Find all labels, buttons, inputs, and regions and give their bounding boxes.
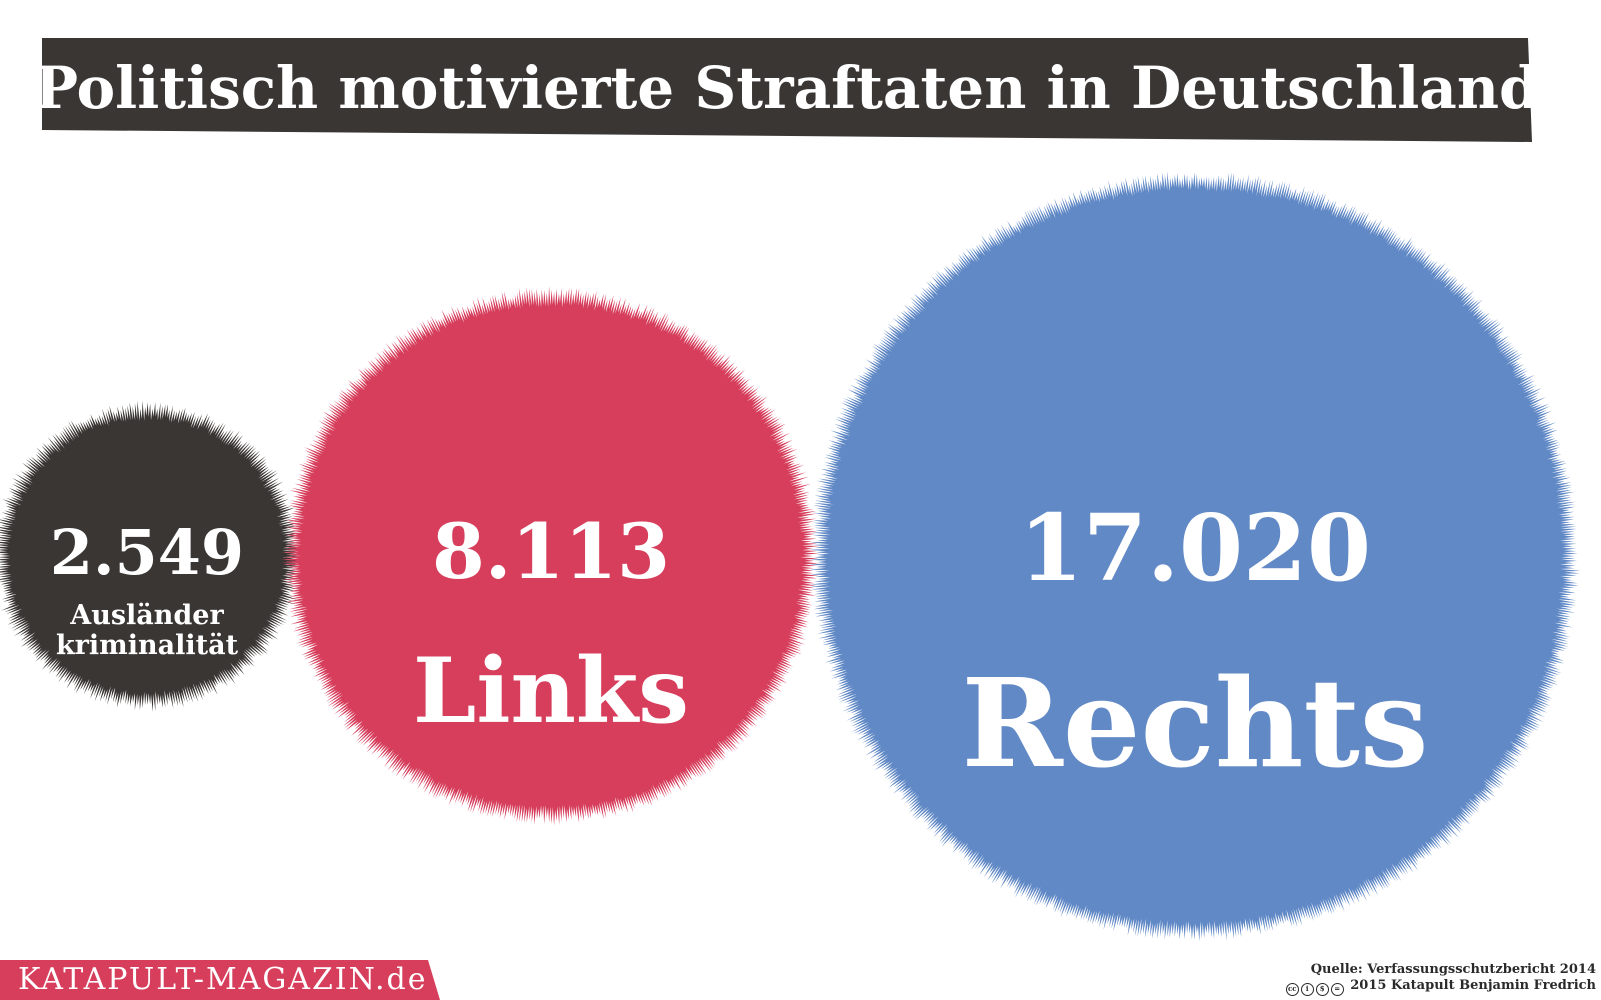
title-banner <box>42 38 1532 142</box>
bubble-value-label: 17.020 <box>1019 494 1371 602</box>
nd-icon: = <box>1330 983 1344 996</box>
brand-tab-shape <box>0 960 440 1000</box>
bubble-category-label: Links <box>413 638 689 744</box>
cc-icon: cc <box>1285 983 1299 996</box>
bubble-2 <box>281 286 820 826</box>
bubble-value-label: 8.113 <box>432 507 670 596</box>
bubble-category-label: Ausländer <box>69 600 224 631</box>
bubble-category-label: Rechts <box>961 651 1428 795</box>
bubble-value-label: 2.549 <box>50 516 244 589</box>
brand-tab <box>0 960 440 1000</box>
source-text: Quelle: Verfassungsschutzbericht 2014 <box>1310 962 1596 977</box>
source-block: Quelle: Verfassungsschutzbericht 2014 cc… <box>1285 962 1596 996</box>
bubble-1 <box>0 400 303 712</box>
chart-title: Politisch motivierte Straftaten in Deuts… <box>34 54 1540 122</box>
bubble-3 <box>809 171 1581 942</box>
bubble-category-label: kriminalität <box>56 630 239 661</box>
by-icon: i <box>1300 983 1314 996</box>
brand-link[interactable]: KATAPULT-MAGAZIN.de <box>18 962 428 997</box>
copyright-text: 2015 Katapult Benjamin Fredrich <box>1350 978 1596 993</box>
copyright-line: cc i $ = 2015 Katapult Benjamin Fredrich <box>1285 978 1596 996</box>
nc-icon: $ <box>1315 983 1329 996</box>
